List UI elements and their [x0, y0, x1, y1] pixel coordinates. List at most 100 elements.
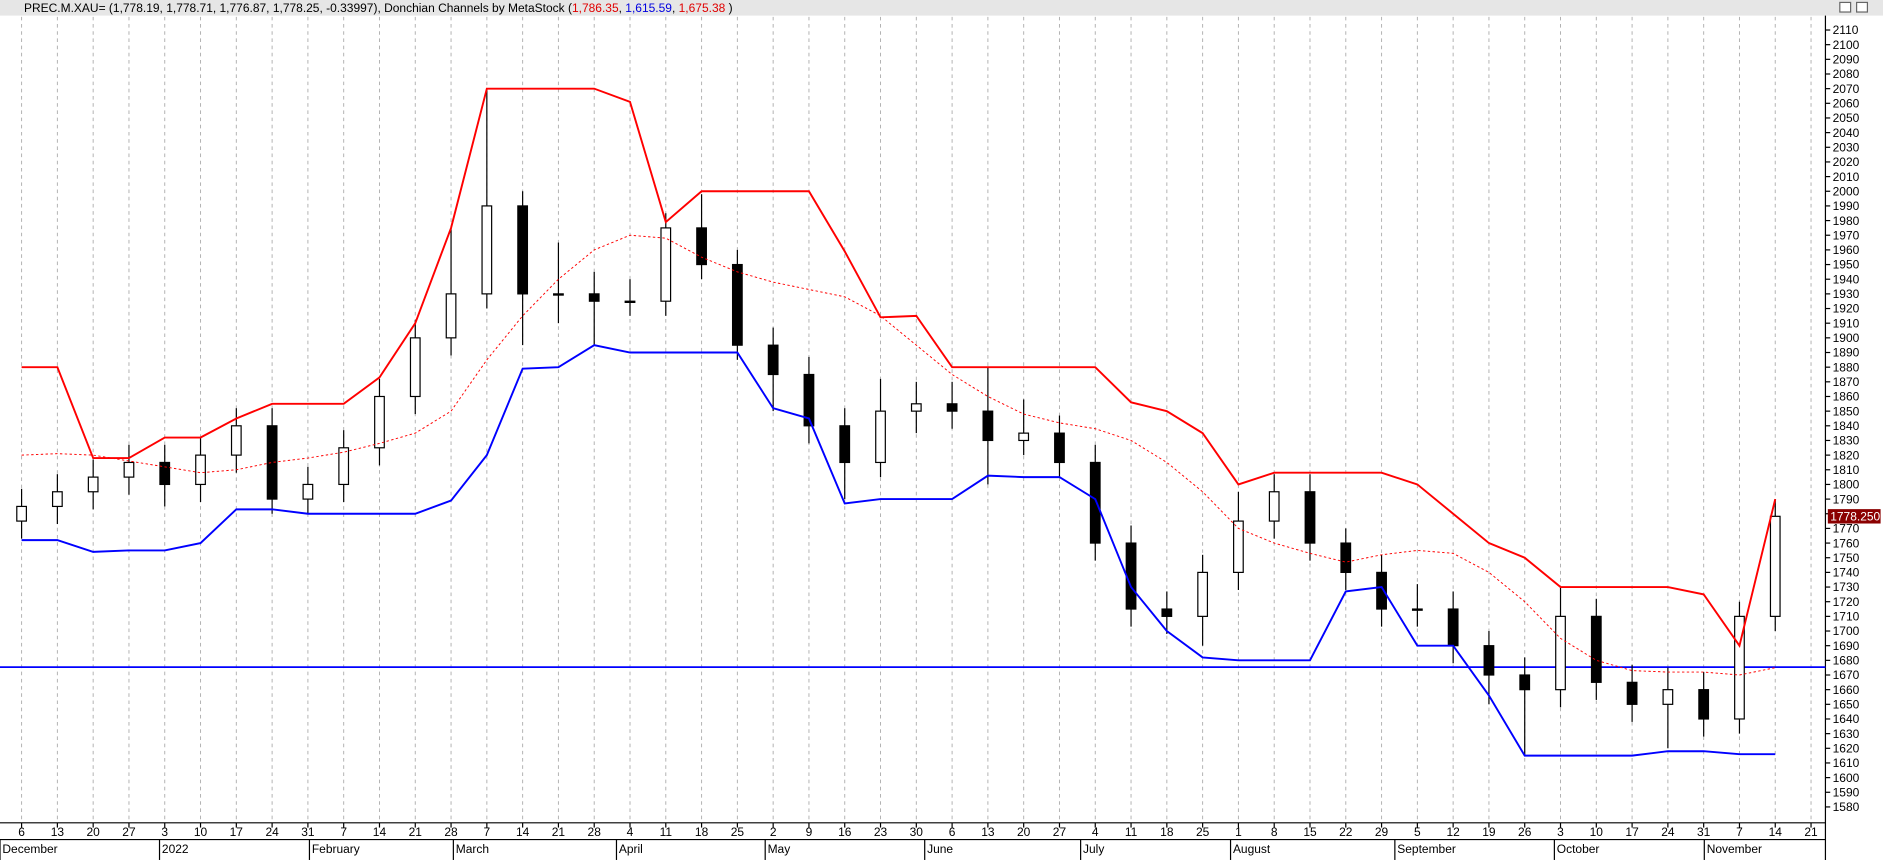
y-tick-label: 1900: [1833, 331, 1860, 345]
y-tick-label: 1760: [1833, 536, 1860, 550]
candle-body: [1698, 689, 1710, 720]
y-tick-label: 1620: [1833, 741, 1860, 755]
month-label: November: [1707, 842, 1762, 856]
x-tick-label: 14: [373, 825, 387, 839]
y-tick-label: 2040: [1833, 126, 1860, 140]
x-tick-label: 31: [301, 825, 315, 839]
x-tick-label: 10: [194, 825, 208, 839]
y-tick-label: 1920: [1833, 302, 1860, 316]
candle-body: [87, 476, 99, 493]
indicator: , Donchian Channels by MetaStock (: [377, 1, 572, 15]
candle-body: [374, 395, 385, 449]
y-tick-label: 1590: [1833, 785, 1860, 799]
y-tick-label: 1670: [1833, 668, 1860, 682]
x-tick-label: 30: [910, 825, 924, 839]
x-tick-label: 28: [588, 825, 602, 839]
candle-body: [1054, 432, 1065, 464]
y-tick-label: 1940: [1833, 272, 1860, 286]
y-tick-label: 1720: [1833, 595, 1860, 609]
x-tick-label: 20: [86, 825, 100, 839]
x-tick-label: 20: [1017, 825, 1031, 839]
x-tick-label: 6: [949, 825, 956, 839]
x-tick-label: 25: [1196, 825, 1210, 839]
y-tick-label: 2090: [1833, 53, 1860, 67]
candle-body: [1769, 515, 1781, 617]
x-tick-label: 25: [731, 825, 745, 839]
line-lower: [21, 344, 1776, 757]
y-tick-label: 2020: [1833, 155, 1860, 169]
y-tick-label: 2080: [1833, 67, 1860, 81]
y-tick-label: 1690: [1833, 639, 1860, 653]
x-tick-label: 21: [1804, 825, 1818, 839]
candle-body: [803, 373, 815, 427]
candle-body: [1447, 608, 1459, 647]
candle-body: [1197, 571, 1209, 617]
candle-body: [445, 293, 457, 339]
x-tick-label: 21: [552, 825, 566, 839]
x-tick-label: 9: [806, 825, 813, 839]
candle-body: [302, 483, 314, 500]
candle-body: [1376, 571, 1387, 610]
candle-body: [1590, 615, 1602, 683]
x-tick-label: 24: [265, 825, 279, 839]
candle-body: [230, 425, 242, 456]
candle-body: [1233, 520, 1244, 573]
x-tick-label: 3: [161, 825, 168, 839]
y-tick-label: 2050: [1833, 111, 1860, 125]
y-tick-label: 1990: [1833, 199, 1860, 213]
x-tick-label: 31: [1697, 825, 1711, 839]
y-tick-label: 1870: [1833, 375, 1860, 389]
y-tick-label: 1860: [1833, 390, 1860, 404]
candle-body: [1125, 542, 1137, 610]
x-tick-label: 7: [1736, 825, 1743, 839]
x-tick-label: 12: [1446, 825, 1460, 839]
y-tick-label: 2110: [1833, 23, 1859, 37]
candle-body: [553, 293, 564, 296]
x-tick-label: 19: [1482, 825, 1496, 839]
x-tick-label: 15: [1303, 825, 1317, 839]
close-button[interactable]: [1856, 1, 1869, 13]
candle-body: [1734, 615, 1745, 720]
y-tick-label: 2060: [1833, 97, 1860, 111]
candle-body: [1161, 608, 1173, 617]
symbol: PREC.M.XAU=: [24, 1, 106, 15]
candle-body: [660, 227, 672, 302]
y-tick-label: 2100: [1833, 38, 1860, 52]
x-tick-label: 6: [18, 825, 25, 839]
line-upper: [21, 87, 1777, 648]
candle-body: [1268, 491, 1280, 522]
candle-body: [1626, 681, 1638, 705]
month-label: June: [927, 842, 953, 856]
month-label: July: [1083, 842, 1104, 856]
y-tick-label: 2000: [1833, 184, 1860, 198]
y-tick-label: 1730: [1833, 580, 1860, 594]
month-label: December: [2, 842, 57, 856]
y-tick-label: 1740: [1833, 566, 1860, 580]
header-bar: [0, 0, 1883, 16]
candle-body: [982, 410, 994, 442]
month-label: August: [1233, 842, 1271, 856]
line-mid: [21, 234, 1776, 676]
candle-body: [696, 227, 707, 266]
y-tick-label: 1890: [1833, 346, 1860, 360]
candle-body: [1555, 615, 1566, 691]
x-tick-label: 14: [516, 825, 530, 839]
x-tick-label: 11: [660, 825, 673, 839]
sep: ,: [672, 1, 679, 15]
header: PREC.M.XAU= (1,778.19, 1,778.71, 1,776.8…: [24, 1, 733, 15]
y-tick-label: 1750: [1833, 551, 1860, 565]
x-tick-label: 14: [1769, 825, 1783, 839]
x-tick-label: 21: [409, 825, 423, 839]
restore-button[interactable]: [1839, 1, 1852, 13]
month-label: September: [1397, 842, 1456, 856]
candle-body: [123, 461, 135, 478]
y-tick-label: 1830: [1833, 434, 1860, 448]
candle-body: [266, 425, 278, 500]
y-tick-label: 1650: [1833, 698, 1860, 712]
y-tick-label: 1840: [1833, 419, 1860, 433]
x-tick-label: 27: [122, 825, 136, 839]
month-label: February: [312, 842, 360, 856]
y-tick-label: 2010: [1833, 170, 1860, 184]
candle-body: [159, 461, 171, 486]
x-tick-label: 16: [838, 825, 852, 839]
